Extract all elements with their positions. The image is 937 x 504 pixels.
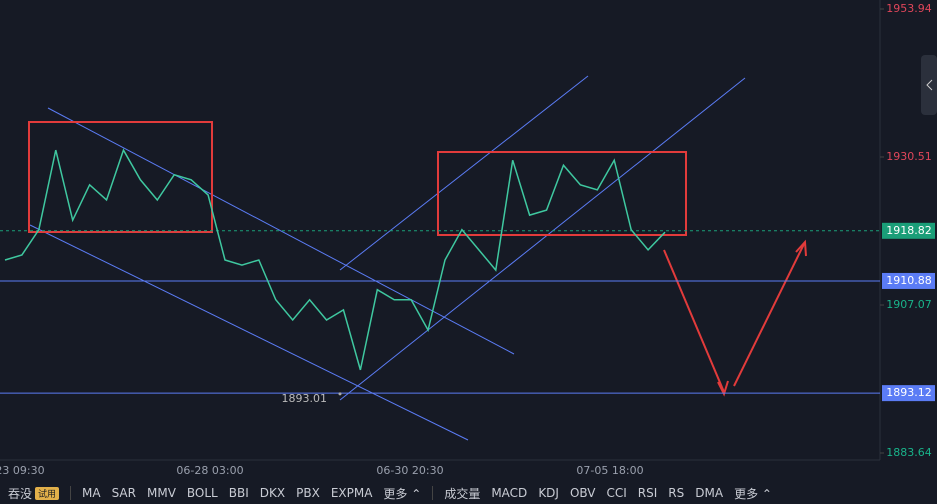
indicator-tab[interactable]: BBI — [228, 486, 249, 500]
price-tag-label: 1918.82 — [886, 224, 932, 237]
collapse-button[interactable] — [921, 55, 937, 115]
price-tag-label: 1910.88 — [886, 274, 932, 287]
price-line — [4, 148, 666, 371]
x-tick-label: 07-05 18:00 — [576, 464, 643, 477]
indicator-tab[interactable]: CCI — [606, 486, 627, 500]
x-tick-label: 06-30 20:30 — [376, 464, 443, 477]
indicator-tab[interactable]: RS — [668, 486, 685, 500]
indicator-toolbar: 吞没 试用 MA SAR MMV BOLL BBI DKX PBX EXPMA 更多 ⌃ 成交量 MAC… — [0, 482, 937, 504]
more-button[interactable]: 更多 ⌃ — [383, 486, 422, 501]
trend-channels — [29, 75, 746, 441]
x-tick-label: 06-28 03:00 — [176, 464, 243, 477]
indicator-tab[interactable]: 成交量 — [444, 486, 481, 501]
indicator-tab[interactable]: PBX — [296, 486, 320, 500]
y-tick-label: 1907.07 — [886, 298, 932, 311]
indicator-tab[interactable]: KDJ — [538, 486, 559, 500]
separator — [432, 486, 434, 500]
pattern[interactable]: 吞没 试用 — [8, 485, 60, 502]
indicator-tab[interactable]: MA — [82, 486, 101, 500]
indicator-tab[interactable]: BOLL — [186, 486, 218, 500]
chevron-icon — [926, 79, 933, 91]
x-tick-label: 23 09:30 — [0, 464, 45, 477]
price-tag — [882, 222, 935, 239]
indicator-tab[interactable]: MMV — [146, 486, 176, 500]
annotations — [28, 121, 807, 397]
indicator-tab[interactable]: OBV — [569, 486, 596, 500]
indicator-tab[interactable]: RSI — [637, 486, 658, 500]
price-tag-label: 1893.12 — [886, 386, 932, 399]
low-label: 1893.01 — [282, 392, 328, 405]
chart: 1953.94 1930.51 1907.07 1883.64 1918.82 1910.… — [0, 0, 937, 482]
more-button[interactable]: 更多 ⌃ — [734, 486, 772, 501]
low-point — [338, 392, 342, 396]
price-tag — [882, 272, 935, 289]
y-tick-label: 1930.51 — [886, 150, 932, 163]
badge: 试用 — [35, 486, 60, 500]
price-tag — [882, 385, 935, 402]
indicator-tab[interactable]: SAR — [111, 486, 136, 500]
y-tick-label: 1953.94 — [886, 2, 932, 15]
pattern-label: 吞没 — [8, 486, 33, 501]
background — [0, 0, 937, 482]
y-tick-label: 1883.64 — [886, 446, 932, 459]
indicator-tab[interactable]: DKX — [259, 486, 286, 500]
indicator-tab[interactable]: MACD — [491, 486, 528, 500]
indicator-tab[interactable]: DMA — [695, 486, 724, 500]
separator — [70, 486, 72, 500]
indicator-tab[interactable]: EXPMA — [330, 486, 373, 500]
